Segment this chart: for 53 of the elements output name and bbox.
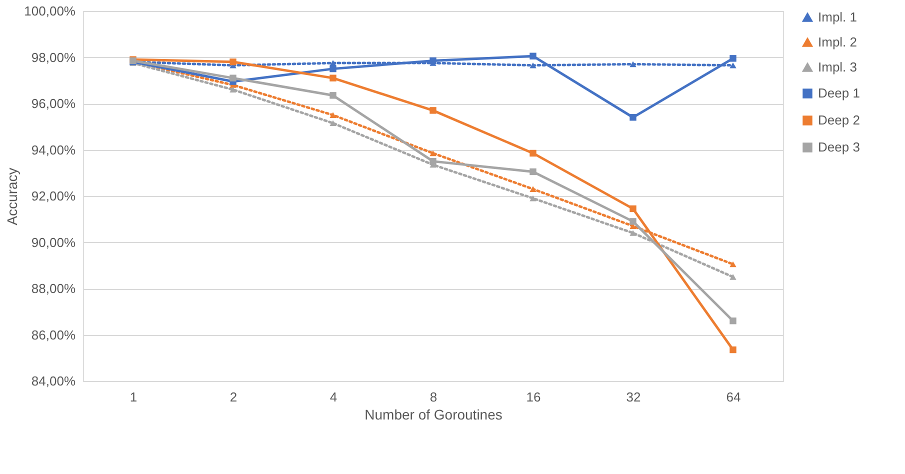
point (630, 218, 636, 225)
point (530, 62, 536, 68)
point (530, 150, 536, 157)
y-tick-label: 100,00% (24, 4, 76, 18)
y-tick-label: 92,00% (31, 188, 76, 204)
point (630, 230, 636, 236)
legend-label: Impl. 2 (818, 34, 858, 50)
point (330, 65, 336, 72)
x-tick-label: 8 (430, 390, 438, 404)
point (330, 74, 336, 82)
point (430, 57, 436, 64)
x-tick-label: 32 (626, 390, 641, 404)
point (730, 318, 736, 324)
legend-label: Impl. 1 (818, 10, 858, 24)
point (730, 55, 736, 62)
x-tick-label: 1 (130, 390, 138, 404)
legend-label: Impl. 3 (818, 60, 858, 74)
point (330, 92, 336, 99)
y-tick-label: 94,00% (31, 142, 76, 158)
point (630, 114, 636, 121)
y-tick-label: 98,00% (31, 50, 76, 65)
legend-label: Deep 2 (818, 112, 860, 128)
x-tick-label: 4 (330, 390, 338, 404)
point (630, 205, 636, 212)
point (730, 274, 736, 280)
x-tick-label: 2 (230, 390, 238, 404)
point (230, 74, 236, 82)
point (630, 61, 636, 68)
point (230, 86, 236, 93)
legend-label: Deep 3 (818, 140, 860, 154)
point (730, 261, 736, 268)
point (730, 346, 736, 354)
point (530, 186, 536, 192)
point (730, 62, 736, 68)
y-tick-label: 88,00% (31, 281, 76, 296)
x-axis-title: Number of Goroutines (364, 406, 502, 422)
y-tick-label: 86,00% (31, 327, 76, 342)
point (330, 120, 336, 126)
y-tick-label: 84,00% (31, 374, 76, 388)
point (330, 112, 336, 118)
point (430, 107, 436, 114)
x-tick-label: 16 (526, 390, 541, 404)
x-tick-label: 64 (726, 390, 741, 404)
y-tick-label: 96,00% (31, 96, 76, 111)
point (530, 168, 536, 176)
point (530, 195, 536, 202)
y-tick-label: 90,00% (31, 234, 76, 250)
y-axis-title: Accuracy (4, 168, 20, 226)
point (530, 52, 536, 60)
legend-label: Deep 1 (818, 86, 860, 100)
point (230, 58, 236, 66)
point (430, 158, 436, 165)
point (430, 150, 436, 156)
